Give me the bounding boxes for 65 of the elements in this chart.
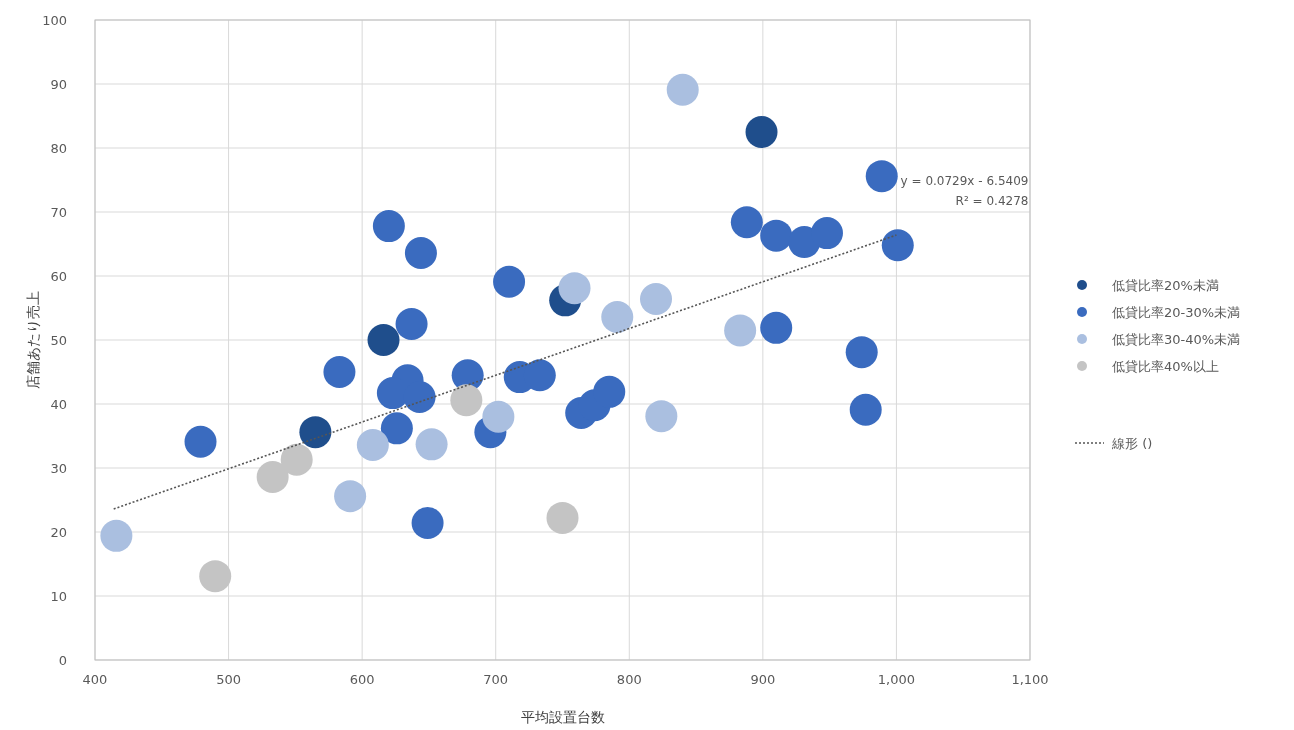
point [199, 560, 232, 593]
point [546, 501, 579, 534]
point [810, 217, 843, 250]
point [256, 460, 289, 493]
y-tick-label: 80 [50, 141, 67, 156]
annotation: y = 0.0729x - 6.5409 [900, 174, 1029, 189]
point [184, 425, 217, 458]
x-tick-label: 500 [216, 672, 241, 687]
y-tick-label: 50 [50, 333, 67, 348]
point [601, 300, 634, 333]
point [645, 400, 678, 433]
point [558, 272, 591, 305]
point [334, 480, 367, 513]
y-tick-label: 20 [50, 525, 67, 540]
y-tick-label: 0 [58, 653, 67, 668]
point [367, 324, 400, 356]
point [404, 236, 437, 269]
point [760, 219, 793, 252]
point [730, 206, 763, 239]
point [493, 265, 526, 298]
point [380, 412, 413, 445]
point [403, 380, 436, 413]
point [745, 116, 778, 148]
point [760, 311, 793, 344]
point [640, 283, 672, 316]
point [100, 519, 133, 552]
point [849, 393, 882, 426]
y-tick-label: 70 [50, 205, 67, 220]
y-tick-label: 90 [50, 77, 67, 92]
point [865, 160, 898, 193]
point [395, 308, 428, 340]
x-tick-label: 1,000 [877, 672, 916, 687]
point [411, 507, 444, 540]
y-tick-label: 100 [42, 13, 67, 28]
point [356, 428, 389, 461]
legend-label: 線形 () [1111, 436, 1153, 451]
point [323, 356, 356, 388]
y-tick-label: 10 [50, 589, 67, 604]
point [724, 314, 757, 347]
x-tick-label: 600 [349, 672, 375, 687]
x-axis-title: 平均設置台数 [520, 709, 605, 725]
point [415, 428, 448, 461]
y-tick-label: 40 [50, 397, 67, 412]
point [881, 229, 914, 262]
annotation: R² = 0.4278 [955, 194, 1029, 209]
point [372, 210, 405, 243]
point [845, 336, 878, 369]
point [299, 416, 332, 449]
x-tick-label: 1,100 [1011, 672, 1049, 687]
point [482, 400, 515, 433]
legend-label: 低貸比率20%未満 [1112, 278, 1219, 293]
y-axis-title: 店舗あたり売上 [25, 291, 41, 389]
y-tick-label: 60 [50, 269, 67, 284]
legend-label: 低貸比率20-30%未満 [1112, 305, 1241, 320]
legend-label: 低貸比率40%以上 [1112, 359, 1219, 374]
x-tick-label: 900 [750, 672, 776, 687]
x-tick-label: 700 [483, 672, 509, 687]
point [450, 384, 483, 417]
y-tick-label: 30 [50, 461, 67, 476]
x-tick-label: 800 [616, 672, 642, 687]
x-tick-label: 400 [82, 672, 108, 687]
point [280, 443, 313, 476]
legend-label: 低貸比率30-40%未満 [1112, 332, 1241, 347]
point [666, 73, 699, 106]
point [593, 375, 626, 408]
